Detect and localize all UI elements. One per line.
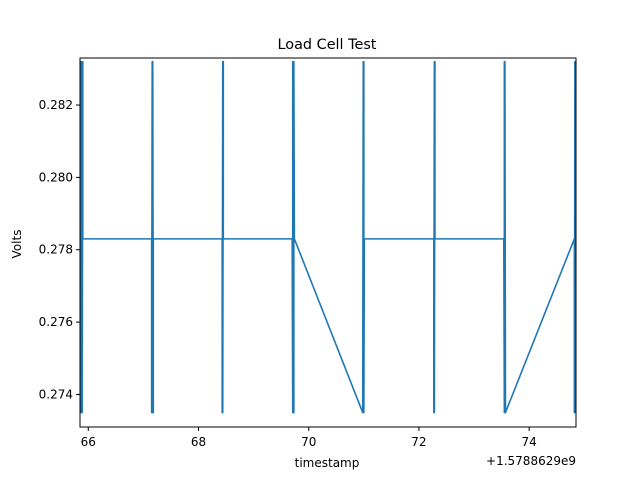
x-tick-label: 74 bbox=[522, 435, 537, 449]
x-tick-label: 70 bbox=[301, 435, 316, 449]
plot-area bbox=[79, 57, 577, 428]
series-line-0 bbox=[80, 60, 576, 414]
x-tick-label: 68 bbox=[191, 435, 206, 449]
y-axis-ticks: 0.274 0.276 0.278 0.280 0.282 bbox=[39, 98, 80, 401]
y-axis-label: Volts bbox=[10, 230, 24, 259]
chart-title: Load Cell Test bbox=[278, 37, 377, 53]
axes-frame bbox=[79, 57, 577, 428]
x-axis-label: timestamp bbox=[295, 456, 360, 470]
y-tick-label: 0.278 bbox=[39, 243, 73, 257]
x-axis-ticks: 66 68 70 72 74 bbox=[81, 427, 537, 449]
y-tick-label: 0.282 bbox=[39, 98, 73, 112]
x-tick-label: 72 bbox=[411, 435, 426, 449]
series-layer bbox=[80, 60, 576, 414]
y-tick-label: 0.276 bbox=[39, 315, 73, 329]
x-axis-offset-label: +1.5788629e9 bbox=[486, 454, 576, 468]
y-tick-label: 0.274 bbox=[39, 387, 73, 401]
y-tick-label: 0.280 bbox=[39, 170, 73, 184]
x-tick-label: 66 bbox=[81, 435, 96, 449]
